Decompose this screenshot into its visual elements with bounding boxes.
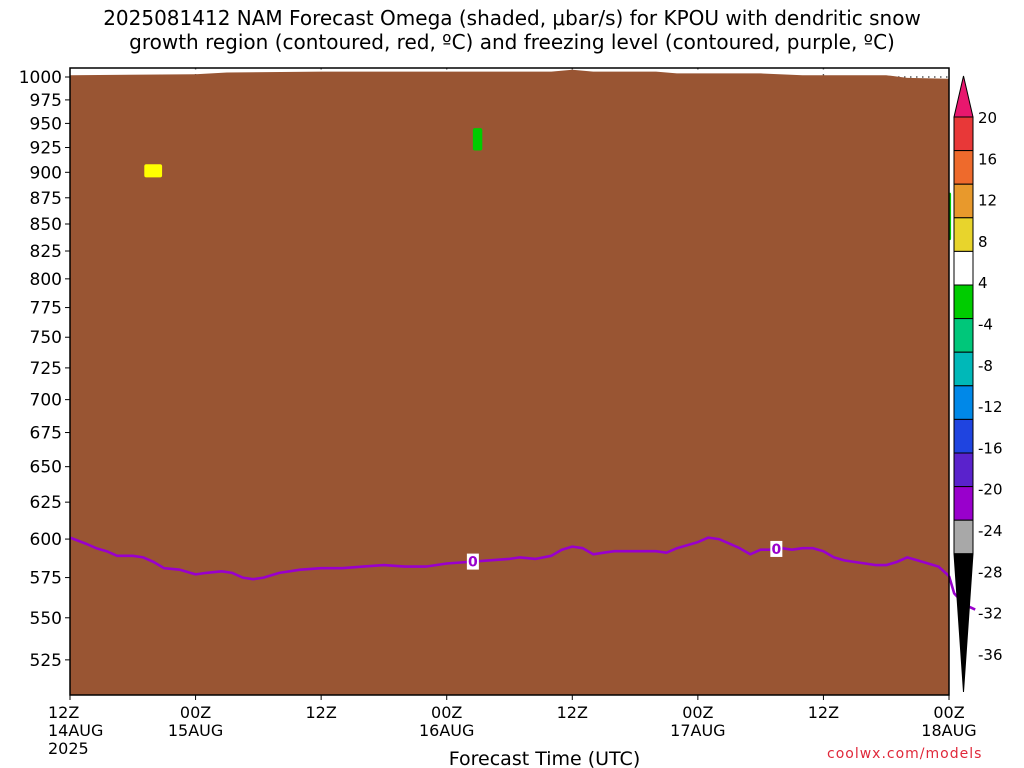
tick-label-y-825: 825 <box>30 242 62 262</box>
tick-label-y-600: 600 <box>30 530 62 550</box>
colorbar-segment-5 <box>953 250 974 286</box>
tick-date-x-12: 15AUG <box>168 721 223 740</box>
tick-label-y-675: 675 <box>30 424 62 444</box>
watermark-text: coolwx.com/models <box>827 746 983 762</box>
omega-patch-1 <box>472 128 483 151</box>
tick-label-x-72: 12Z <box>808 703 839 722</box>
x-axis-label: Forecast Time (UTC) <box>449 748 640 768</box>
freezing-level-line <box>69 536 950 581</box>
freezing-label-bg-1 <box>770 540 783 557</box>
tick-label-y-750: 750 <box>30 328 62 348</box>
chart-title-line-2: growth region (contoured, red, ºC) and f… <box>129 30 895 54</box>
tick-label-x-84: 00Z <box>933 703 964 722</box>
tick-date-x-84: 18AUG <box>921 721 976 740</box>
colorbar-label-9: -20 <box>978 481 1003 499</box>
tick-label-y-1000: 1000 <box>19 68 62 88</box>
tick-label-x-12: 00Z <box>180 703 211 722</box>
colorbar-label-5: -4 <box>978 316 993 334</box>
tick-label-x-36: 00Z <box>431 703 462 722</box>
colorbar-label-10: -24 <box>978 522 1003 540</box>
tick-label-x-48: 12Z <box>557 703 588 722</box>
tick-label-x-24: 12Z <box>305 703 336 722</box>
colorbar-label-4: 4 <box>978 274 988 292</box>
colorbar-label-7: -12 <box>978 398 1003 416</box>
colorbar-segment-8 <box>953 351 974 387</box>
tick-label-y-850: 850 <box>30 215 62 235</box>
chart-title-line-1: 2025081412 NAM Forecast Omega (shaded, μ… <box>103 6 921 30</box>
tick-year-x-0: 2025 <box>48 739 89 758</box>
colorbar-label-3: 8 <box>978 233 988 251</box>
chart-title: 2025081412 NAM Forecast Omega (shaded, μ… <box>0 6 1024 54</box>
colorbar-segment-4 <box>953 217 974 252</box>
terrain-fill <box>70 69 949 696</box>
tick-label-y-875: 875 <box>30 189 62 209</box>
tick-label-y-975: 975 <box>30 91 62 111</box>
colorbar-segment-1 <box>953 116 974 152</box>
tick-date-x-36: 16AUG <box>419 721 474 740</box>
plot-frame <box>69 67 950 696</box>
freezing-level-label-1: 0 <box>771 542 781 558</box>
colorbar-segment-13 <box>953 519 974 555</box>
plot-border <box>69 67 950 696</box>
colorbar-label-12: -32 <box>978 605 1003 623</box>
colorbar-label-1: 16 <box>978 150 997 168</box>
terrain-layer <box>70 69 949 696</box>
tick-label-x-60: 00Z <box>682 703 713 722</box>
tick-label-y-950: 950 <box>30 114 62 134</box>
colorbar-bottom-arrow <box>953 553 974 693</box>
colorbar-segment-11 <box>953 452 974 488</box>
tick-label-y-575: 575 <box>30 569 62 589</box>
tick-date-x-0: 14AUG <box>48 721 103 740</box>
colorbar-segment-3 <box>953 183 974 219</box>
colorbar-label-6: -8 <box>978 357 993 375</box>
tick-label-x-0: 12Z <box>48 703 79 722</box>
colorbar-label-0: 20 <box>978 109 997 127</box>
colorbar-segment-6 <box>953 284 974 320</box>
colorbar-label-8: -16 <box>978 439 1003 457</box>
omega-patch-0 <box>144 164 163 178</box>
tick-label-y-775: 775 <box>30 299 62 319</box>
tick-label-y-525: 525 <box>30 651 62 671</box>
colorbar-label-13: -36 <box>978 646 1003 664</box>
tick-label-y-650: 650 <box>30 458 62 478</box>
colorbar: 20 16 12 8 4 -4 -8 -12 -16 -20 -24 -28 -32 -36 <box>953 75 1003 693</box>
colorbar-segment-12 <box>953 486 974 521</box>
tick-label-y-725: 725 <box>30 359 62 379</box>
tick-label-y-800: 800 <box>30 270 62 290</box>
colorbar-segment-2 <box>953 150 974 185</box>
freezing-label-bg-0 <box>466 553 479 570</box>
tick-label-y-550: 550 <box>30 609 62 629</box>
tick-label-y-625: 625 <box>30 493 62 513</box>
colorbar-label-11: -28 <box>978 563 1003 581</box>
tick-label-y-900: 900 <box>30 163 62 183</box>
freezing-level-label-0: 0 <box>468 555 478 571</box>
colorbar-segment-9 <box>953 385 974 420</box>
tick-label-y-925: 925 <box>30 139 62 159</box>
colorbar-segment-7 <box>953 318 974 353</box>
tick-label-y-700: 700 <box>30 391 62 411</box>
colorbar-segment-10 <box>953 418 974 454</box>
colorbar-top-arrow <box>953 75 974 118</box>
tick-date-x-60: 17AUG <box>670 721 725 740</box>
colorbar-label-2: 12 <box>978 192 997 210</box>
y-axis: 525 550 575 600 625 650 675 700 725 750 775 800 825 8… <box>19 68 70 671</box>
